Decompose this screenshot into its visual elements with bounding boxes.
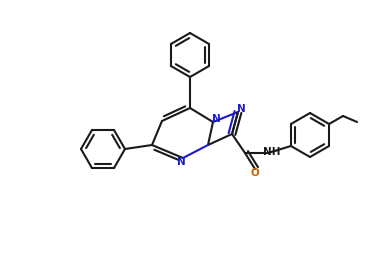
Text: NH: NH: [263, 147, 281, 157]
Text: N: N: [211, 114, 220, 124]
Text: N: N: [236, 104, 245, 114]
Text: O: O: [251, 168, 259, 178]
Text: N: N: [177, 157, 185, 167]
